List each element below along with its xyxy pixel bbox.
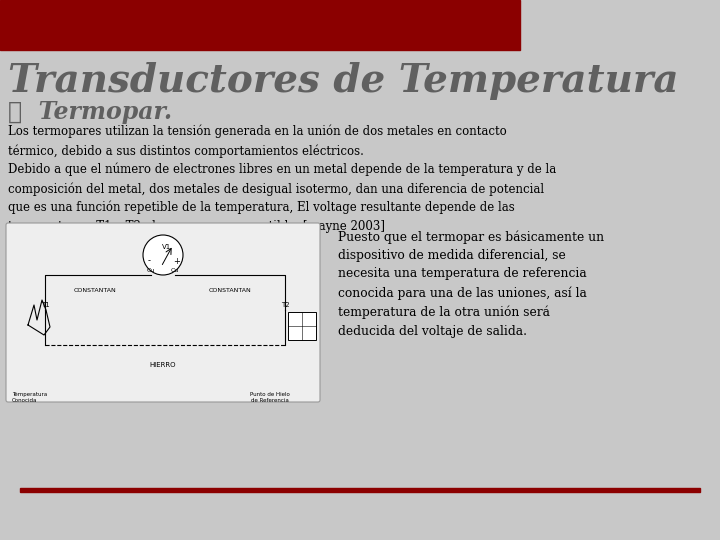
Bar [0, 0, 520, 50]
Text: ❖  Termopar.: ❖ Termopar. [8, 100, 172, 124]
Text: temperaturas, T1 y T2, de una manera repetible. [mayne 2003]: temperaturas, T1 y T2, de una manera rep… [8, 220, 385, 233]
Text: composición del metal, dos metales de desigual isotermo, dan una diferencia de p: composición del metal, dos metales de de… [8, 182, 544, 195]
Text: Puesto que el termopar es básicamente un
dispositivo de medida diferencial, se
n: Puesto que el termopar es básicamente un… [338, 230, 604, 338]
Text: Temperatura
Conocida: Temperatura Conocida [12, 392, 48, 403]
Text: Transductores de Temperatura: Transductores de Temperatura [8, 62, 679, 100]
Bar [288, 312, 316, 340]
Text: térmico, debido a sus distintos comportamientos eléctricos.: térmico, debido a sus distintos comporta… [8, 144, 364, 158]
Text: Los termopares utilizan la tensión generada en la unión de dos metales en contac: Los termopares utilizan la tensión gener… [8, 125, 507, 138]
Text: Cu: Cu [171, 268, 179, 273]
Text: -: - [148, 256, 150, 266]
Text: que es una función repetible de la temperatura, El voltage resultante depende de: que es una función repetible de la tempe… [8, 201, 515, 214]
Text: V1: V1 [163, 244, 171, 250]
Circle shape [143, 235, 183, 275]
Text: CONSTANTAN: CONSTANTAN [209, 287, 251, 293]
Text: +: + [174, 256, 181, 266]
Text: T2: T2 [281, 302, 289, 308]
Text: Punto de Hielo
de Referencia: Punto de Hielo de Referencia [250, 392, 290, 403]
Text: Cu: Cu [147, 268, 156, 273]
Text: HIERRO: HIERRO [150, 362, 176, 368]
Text: T1: T1 [40, 302, 50, 308]
FancyBboxPatch shape [6, 223, 320, 402]
Bar [20, 488, 700, 492]
Text: CONSTANTAN: CONSTANTAN [73, 287, 117, 293]
Text: Debido a que el número de electrones libres en un metal depende de la temperatur: Debido a que el número de electrones lib… [8, 163, 557, 177]
